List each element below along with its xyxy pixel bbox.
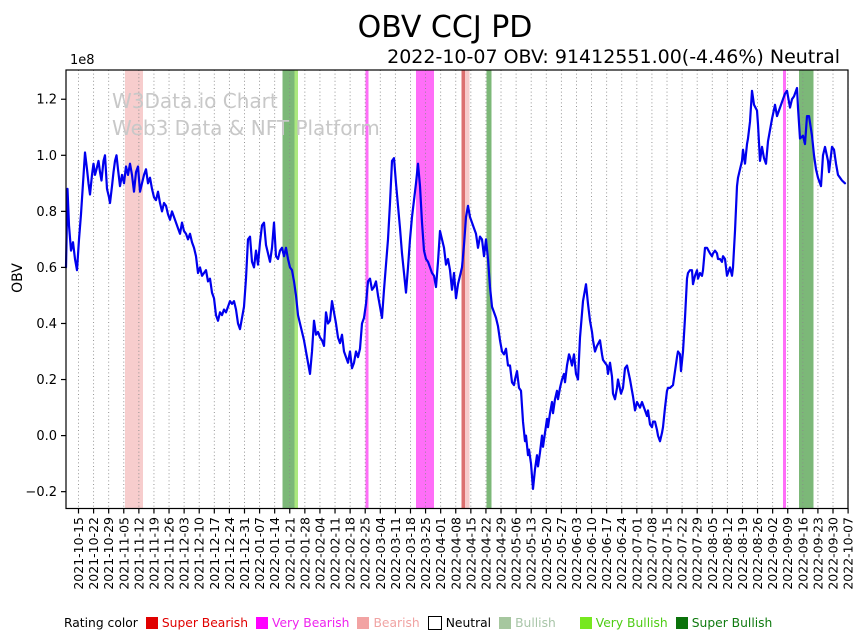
x-tick-label: 2022-01-14: [267, 517, 282, 590]
legend-entry-very-bearish: Very Bearish: [256, 616, 349, 630]
legend-entry-label: Very Bearish: [272, 616, 350, 630]
x-tick-label: 2022-06-03: [569, 517, 584, 590]
x-tick-label: 2021-11-26: [162, 517, 177, 590]
x-tick-label: 2021-12-03: [177, 517, 192, 590]
x-tick-label: 2022-03-04: [373, 517, 388, 590]
rating-band-very-bullish: [294, 70, 298, 509]
x-tick-label: 2021-12-31: [237, 517, 252, 590]
legend-entry-very-bullish: Very Bullish: [579, 616, 668, 630]
x-tick-label: 2022-04-01: [433, 517, 448, 590]
y-scale-offset-label: 1e8: [70, 53, 95, 68]
x-tick-label: 2022-08-12: [720, 517, 735, 590]
legend-entry-bearish: Bearish: [357, 616, 420, 630]
legend-entry-super-bearish: Super Bearish: [145, 616, 248, 630]
x-tick-label: 2022-03-11: [388, 517, 403, 590]
x-tick-label: 2022-04-08: [448, 517, 463, 590]
x-tick-label: 2022-02-11: [328, 517, 343, 590]
x-tick-label: 2022-07-22: [675, 517, 690, 590]
y-tick-label: 0.0: [36, 429, 57, 444]
x-tick-label: 2022-09-16: [795, 517, 810, 590]
y-tick-label: 0.2: [36, 373, 57, 388]
legend-swatch: [675, 617, 688, 629]
y-tick-label: 0.8: [36, 205, 57, 220]
x-tick-label: 2022-04-22: [478, 517, 493, 590]
y-tick-label: 0.4: [36, 317, 57, 332]
x-tick-label: 2022-06-24: [614, 517, 629, 590]
x-tick-label: 2022-01-28: [297, 517, 312, 590]
legend-swatch: [145, 617, 158, 629]
x-tick-label: 2021-10-15: [71, 517, 86, 590]
x-tick-label: 2022-03-25: [418, 517, 433, 590]
legend-entry-label: Bearish: [373, 616, 420, 630]
x-tick-label: 2022-06-17: [599, 517, 614, 590]
x-tick-label: 2022-10-07: [841, 517, 856, 590]
obv-line-series: [64, 86, 847, 490]
y-tick-label: 1.0: [36, 149, 57, 164]
x-tick-label: 2022-05-13: [524, 517, 539, 590]
rating-band-super-bullish: [799, 70, 814, 509]
x-tick-label: 2022-01-07: [252, 517, 267, 590]
x-tick-label: 2022-05-27: [554, 517, 569, 590]
axes-spines: [65, 69, 849, 510]
x-tick-label: 2022-03-18: [403, 517, 418, 590]
x-tick-label: 2021-12-24: [222, 517, 237, 590]
x-tick-label: 2022-02-04: [312, 517, 327, 590]
x-tick-label: 2022-07-15: [660, 517, 675, 590]
rating-band-very-bearish: [783, 70, 786, 509]
legend-swatch: [256, 617, 268, 629]
x-tick-label: 2022-05-06: [509, 517, 524, 590]
x-tick-label: 2021-10-22: [86, 517, 101, 590]
rating-band-bearish: [465, 70, 470, 509]
legend-entry-super-bullish: Super Bullish: [675, 616, 773, 630]
legend-entry-bullish: Bullish: [499, 616, 556, 630]
legend-entry-label: Neutral: [445, 616, 492, 630]
legend-entry-label: Super Bullish: [691, 616, 773, 630]
legend-entry-label: Very Bullish: [595, 616, 668, 630]
x-tick-label: 2022-08-19: [735, 517, 750, 590]
legend-swatch: [357, 617, 370, 629]
legend-swatch: [579, 617, 592, 629]
x-tick-label: 2022-02-18: [343, 517, 358, 590]
x-tick-label: 2022-04-29: [494, 517, 509, 590]
x-tick-label: 2022-06-10: [584, 517, 599, 590]
x-tick-label: 2022-02-25: [358, 517, 373, 590]
x-tick-label: 2022-09-30: [826, 517, 841, 590]
legend-swatch: [499, 617, 512, 629]
x-tick-label: 2022-05-20: [539, 517, 554, 590]
rating-band-super-bullish: [282, 70, 295, 509]
x-tick-label: 2022-07-29: [690, 517, 705, 590]
y-tick-label: 0.6: [36, 261, 57, 276]
x-tick-label: 2022-08-05: [705, 517, 720, 590]
legend-entry-neutral: Neutral: [427, 616, 492, 630]
x-tick-label: 2022-09-23: [810, 517, 825, 590]
x-tick-label: 2022-09-09: [780, 517, 795, 590]
x-tick-label: 2021-11-19: [146, 517, 161, 590]
rating-band-bearish: [125, 70, 143, 509]
x-tick-label: 2022-09-02: [765, 517, 780, 590]
x-tick-label: 2022-07-08: [644, 517, 659, 590]
x-tick-label: 2022-07-01: [629, 517, 644, 590]
x-tick-label: 2021-12-10: [192, 517, 207, 590]
y-tick-label: −0.2: [25, 485, 57, 500]
y-tick-label: 1.2: [36, 93, 57, 108]
legend-swatch: [427, 616, 442, 630]
legend-title: Rating color: [64, 616, 138, 630]
legend-entry-label: Super Bearish: [161, 616, 248, 630]
x-tick-label: 2022-04-15: [463, 517, 478, 590]
legend-entry-label: Bullish: [515, 616, 556, 630]
x-tick-label: 2021-11-12: [131, 517, 146, 590]
rating-band-super-bullish: [486, 70, 492, 509]
rating-legend: Rating color Super Bearish Very Bearish Be…: [64, 616, 772, 630]
rating-band-super-bearish: [461, 70, 465, 509]
x-tick-label: 2021-11-05: [116, 517, 131, 590]
x-tick-label: 2021-12-17: [207, 517, 222, 590]
x-tick-label: 2021-10-29: [101, 517, 116, 590]
x-tick-label: 2022-08-26: [750, 517, 765, 590]
rating-band-very-bearish: [416, 70, 434, 509]
x-tick-label: 2022-01-21: [282, 517, 297, 590]
